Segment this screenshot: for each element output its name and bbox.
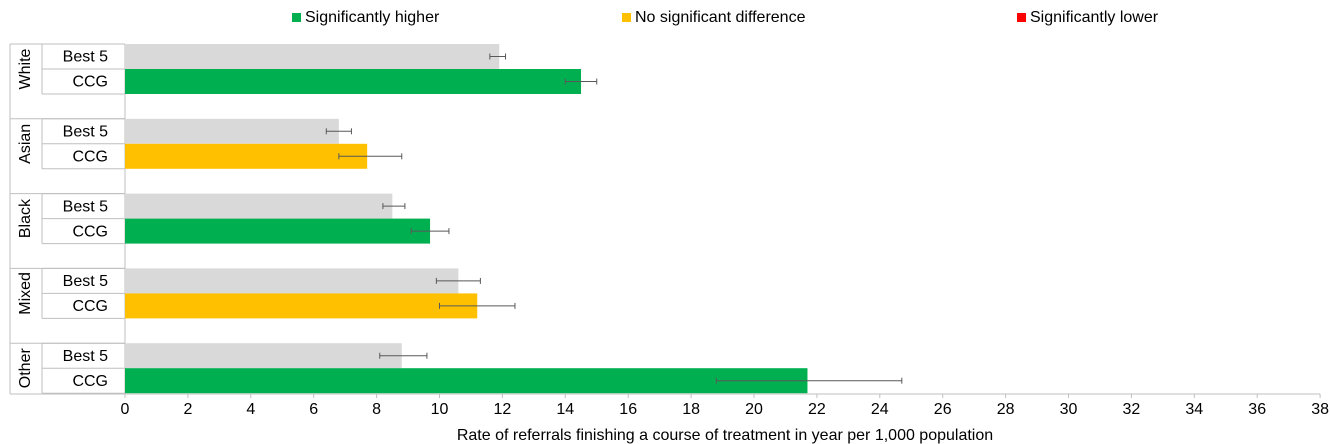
bar-label-asian-ccg: CCG — [72, 149, 108, 166]
plot-area: White Best 5 CCG Asian Best 5 CCG Black Best 5 C… — [9, 43, 1329, 418]
bar-other-ccg — [125, 368, 808, 394]
chart-legend: Significantly higher No significant diffe… — [292, 9, 1159, 26]
x-tick-label: 0 — [121, 401, 130, 418]
group-label-white: White — [17, 48, 34, 89]
x-tick-label: 6 — [309, 401, 318, 418]
legend-label-nosig: No significant difference — [635, 9, 806, 26]
bar-label-black-best5: Best 5 — [63, 198, 108, 215]
x-tick-label: 26 — [934, 401, 952, 418]
bar-asian-best5 — [125, 118, 339, 144]
bar-other-best5 — [125, 343, 402, 369]
x-tick-label: 12 — [494, 401, 512, 418]
bar-black-best5 — [125, 193, 393, 219]
bar-label-mixed-best5: Best 5 — [63, 273, 108, 290]
x-tick-label: 38 — [1311, 401, 1329, 418]
group-label-black: Black — [17, 198, 34, 238]
group-label-mixed: Mixed — [17, 272, 34, 315]
bar-label-other-ccg: CCG — [72, 373, 108, 390]
group-label-other: Other — [17, 348, 34, 389]
bar-white-ccg — [125, 69, 582, 94]
x-tick-label: 30 — [1060, 401, 1078, 418]
bar-mixed-ccg — [125, 293, 478, 319]
bar-asian-ccg — [125, 143, 368, 169]
x-tick-label: 20 — [745, 401, 763, 418]
x-tick-label: 24 — [871, 401, 889, 418]
legend-swatch-higher — [292, 13, 301, 22]
x-tick-label: 36 — [1248, 401, 1266, 418]
x-axis-label: Rate of referrals finishing a course of … — [457, 427, 993, 444]
x-tick-label: 8 — [372, 401, 381, 418]
bar-black-ccg — [125, 218, 431, 244]
bar-label-asian-best5: Best 5 — [63, 124, 108, 141]
x-tick-label: 32 — [1123, 401, 1141, 418]
x-tick-label: 34 — [1185, 401, 1203, 418]
legend-label-lower: Significantly lower — [1030, 9, 1159, 26]
bar-label-black-ccg: CCG — [72, 223, 108, 240]
x-tick-label: 28 — [997, 401, 1015, 418]
legend-swatch-nosig — [622, 13, 631, 22]
x-tick-label: 14 — [556, 401, 574, 418]
group-label-asian: Asian — [17, 124, 34, 164]
legend-label-higher: Significantly higher — [305, 9, 440, 26]
x-tick-label: 10 — [431, 401, 449, 418]
bar-label-other-best5: Best 5 — [63, 348, 108, 365]
x-tick-label: 16 — [619, 401, 637, 418]
bar-label-mixed-ccg: CCG — [72, 298, 108, 315]
x-tick-label: 4 — [246, 401, 255, 418]
bar-label-white-best5: Best 5 — [63, 49, 108, 66]
bar-label-white-ccg: CCG — [72, 74, 108, 91]
x-tick-label: 18 — [682, 401, 700, 418]
bar-mixed-best5 — [125, 268, 459, 294]
legend-swatch-lower — [1017, 13, 1026, 22]
bar-white-best5 — [125, 44, 500, 69]
x-tick-label: 2 — [183, 401, 192, 418]
x-tick-label: 22 — [808, 401, 826, 418]
